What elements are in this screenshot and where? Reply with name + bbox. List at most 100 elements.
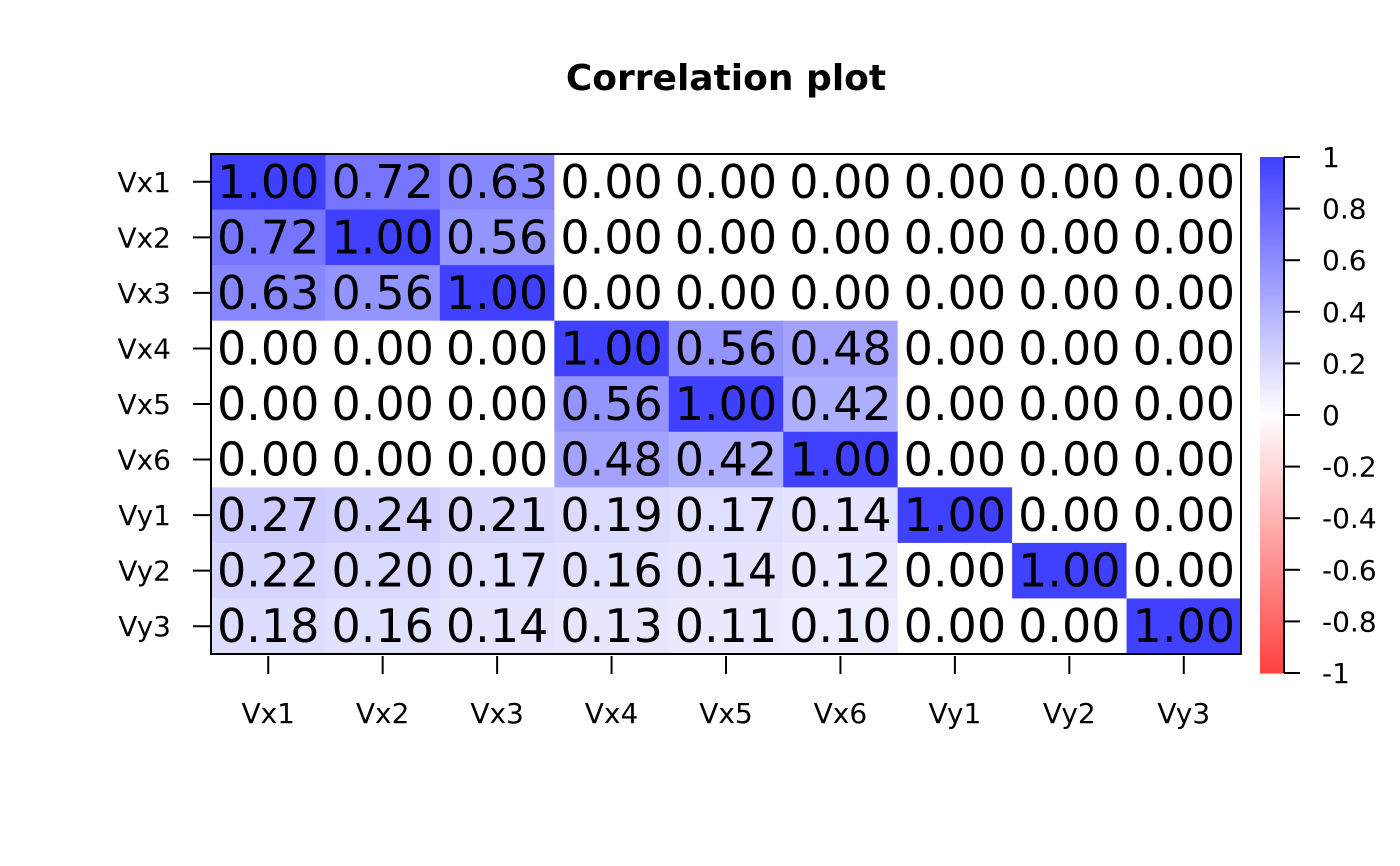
cell-value-vy3-vy1: 0.00 — [904, 599, 1006, 653]
colorbar-segment — [1260, 438, 1284, 442]
heatmap-cell-vx1-vx6 — [783, 154, 899, 211]
cell-value-vx6-vx4: 0.48 — [560, 433, 662, 487]
heatmap-cell-vx2-vy1 — [897, 209, 1013, 266]
heatmap-cell-vx2-vx6 — [783, 209, 899, 266]
cell-value-vx2-vx2: 1.00 — [331, 210, 433, 264]
colorbar-segment — [1260, 286, 1284, 290]
heatmap-cell-vx3-vx5 — [668, 265, 784, 322]
cell-value-vx3-vx1: 0.63 — [217, 266, 319, 320]
cell-value-vx5-vy3: 0.00 — [1133, 377, 1235, 431]
colorbar-segment — [1260, 198, 1284, 202]
colorbar-segment — [1260, 257, 1284, 261]
heatmap-cell-vy2-vx6 — [783, 542, 899, 599]
colorbar-segment — [1260, 239, 1284, 243]
colorbar-segment — [1260, 451, 1284, 455]
colorbar-segment — [1260, 528, 1284, 532]
colorbar-segment — [1260, 445, 1284, 450]
colorbar-segment — [1260, 415, 1284, 419]
y-tick-label-vx2: Vx2 — [117, 221, 171, 254]
colorbar-segment — [1260, 391, 1284, 395]
colorbar-segment — [1260, 384, 1284, 388]
heatmap-cell-vx5-vx5 — [668, 376, 784, 433]
colorbar-segment — [1260, 482, 1284, 486]
colorbar-segment — [1260, 247, 1284, 251]
cell-value-vx6-vy3: 0.00 — [1133, 433, 1235, 487]
colorbar-segment — [1260, 355, 1284, 359]
cell-value-vx2-vx5: 0.00 — [675, 210, 777, 264]
colorbar-segment — [1260, 164, 1284, 168]
colorbar-segment — [1260, 203, 1284, 207]
colorbar-segment — [1260, 479, 1284, 483]
colorbar-segment — [1260, 660, 1284, 664]
colorbar-segment — [1260, 402, 1284, 406]
colorbar-tick-label: -0.2 — [1322, 451, 1377, 484]
heatmap-cell-vy3-vy3 — [1126, 598, 1242, 655]
cell-value-vy1-vx5: 0.17 — [675, 488, 777, 542]
colorbar-tick-label: 0 — [1322, 399, 1340, 432]
cell-value-vx1-vy3: 0.00 — [1133, 155, 1235, 209]
heatmap-cell-vx5-vx3 — [439, 376, 555, 433]
cell-value-vx1-vy2: 0.00 — [1018, 155, 1120, 209]
y-axis: Vx1 Vx2 Vx3 Vx4 Vx5 Vx6 Vy1 Vy2 Vy3 — [117, 166, 211, 643]
colorbar-segment — [1260, 337, 1284, 341]
colorbar-segment — [1260, 644, 1284, 648]
colorbar-segment — [1260, 440, 1284, 444]
colorbar-segment — [1260, 533, 1284, 537]
cell-value-vx1-vx1: 1.00 — [217, 155, 319, 209]
colorbar-segment — [1260, 293, 1284, 297]
cell-value-vx1-vx3: 0.63 — [446, 155, 548, 209]
cell-value-vx3-vy2: 0.00 — [1018, 266, 1120, 320]
heatmap-cell-vx1-vy2 — [1012, 154, 1128, 211]
cell-value-vy3-vx4: 0.13 — [560, 599, 662, 653]
cell-value-vy1-vy2: 0.00 — [1018, 488, 1120, 542]
cell-value-vx6-vx3: 0.00 — [446, 433, 548, 487]
colorbar-segment — [1260, 280, 1284, 285]
heatmap-cell-vx4-vy1 — [897, 320, 1013, 377]
cell-value-vy1-vx6: 0.14 — [789, 488, 891, 542]
cell-value-vx5-vx3: 0.00 — [446, 377, 548, 431]
heatmap-cell-vx6-vx4 — [554, 431, 670, 488]
colorbar-segment — [1260, 409, 1284, 414]
heatmap-cell-vx3-vx3 — [439, 265, 555, 322]
colorbar-segment — [1260, 195, 1284, 199]
heatmap-cell-vx2-vy2 — [1012, 209, 1128, 266]
colorbar-segment — [1260, 595, 1284, 599]
colorbar-segment — [1260, 605, 1284, 610]
heatmap-cell-vy3-vx3 — [439, 598, 555, 655]
heatmap-cell-vy2-vx1 — [211, 542, 326, 599]
colorbar-segment — [1260, 574, 1284, 579]
colorbar-segment — [1260, 378, 1284, 383]
colorbar-segment — [1260, 667, 1284, 672]
colorbar-segment — [1260, 670, 1284, 674]
colorbar-segment — [1260, 314, 1284, 318]
heatmap-cell-vy3-vx4 — [554, 598, 670, 655]
colorbar-tick-label: -0.4 — [1322, 502, 1377, 535]
heatmap-cell-vx6-vy2 — [1012, 431, 1128, 488]
cell-value-vx3-vx5: 0.00 — [675, 266, 777, 320]
colorbar-segment — [1260, 507, 1284, 512]
cell-value-vy3-vx6: 0.10 — [789, 599, 891, 653]
colorbar-segment — [1260, 159, 1284, 163]
heatmap-cell-vy1-vy2 — [1012, 487, 1128, 544]
colorbar-segment — [1260, 324, 1284, 328]
cell-value-vy2-vx6: 0.12 — [789, 544, 891, 598]
heatmap-cell-vx1-vx2 — [325, 154, 441, 211]
colorbar-segment — [1260, 427, 1284, 432]
cell-value-vy1-vx3: 0.21 — [446, 488, 548, 542]
colorbar-segment — [1260, 538, 1284, 543]
cell-value-vx2-vx4: 0.00 — [560, 210, 662, 264]
colorbar-segment — [1260, 654, 1284, 659]
colorbar-segment — [1260, 626, 1284, 630]
cell-value-vx2-vx1: 0.72 — [217, 210, 319, 264]
colorbar-segment — [1260, 309, 1284, 313]
colorbar-segment — [1260, 631, 1284, 635]
heatmap-cell-vx5-vx6 — [783, 376, 899, 433]
chart-title: Correlation plot — [566, 58, 886, 99]
colorbar-segment — [1260, 358, 1284, 362]
cell-value-vy2-vx4: 0.16 — [560, 544, 662, 598]
colorbar-segment — [1260, 471, 1284, 475]
colorbar-segment — [1260, 476, 1284, 481]
heatmap-cell-vy2-vx4 — [554, 542, 670, 599]
colorbar-segment — [1260, 229, 1284, 233]
colorbar-segment — [1260, 319, 1284, 323]
